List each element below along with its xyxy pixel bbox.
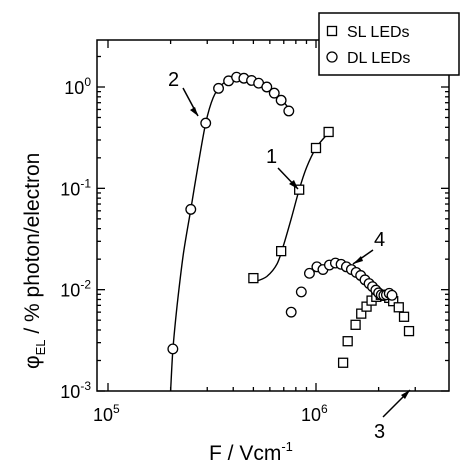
x-tick-label: 106: [301, 402, 328, 425]
y-axis-label-subscript: EL: [33, 339, 48, 355]
fit-curve-1: [254, 134, 328, 283]
data-point-square: [276, 245, 287, 257]
curve-label-3: 3: [374, 389, 411, 443]
data-point-square: [337, 357, 349, 368]
legend-square-icon: [326, 25, 338, 37]
data-point-square: [294, 184, 305, 195]
curve-label-4: 4: [352, 229, 385, 265]
curve-number-3: 3: [374, 421, 385, 443]
plot-frame: [96, 39, 450, 392]
data-point-circle: [283, 105, 295, 117]
data-point-circle: [386, 289, 398, 301]
curve-label-2: 2: [168, 69, 199, 117]
y-axis-label: φEL / % photon/electron: [21, 153, 48, 369]
arrow-head-icon: [190, 107, 198, 116]
data-point-circle: [268, 87, 280, 99]
y-tick-base: 10: [60, 281, 80, 301]
data-point-circle: [295, 286, 307, 298]
legend-label-dl: DL LEDs: [347, 50, 410, 67]
data-point-square: [310, 142, 322, 154]
curve-number-2: 2: [168, 69, 179, 91]
legend-circle-icon: [326, 51, 338, 63]
data-point-square: [356, 308, 367, 319]
y-tick-base: 10: [60, 179, 80, 199]
y-tick-label: 10-2: [60, 278, 91, 301]
arrow-head-icon: [353, 256, 363, 264]
data-point-circle: [303, 267, 315, 279]
curve-number-4: 4: [374, 229, 385, 251]
data-point-square: [393, 302, 404, 313]
data-point-square: [350, 319, 361, 330]
curve-number-1: 1: [266, 146, 277, 168]
arrow-head-icon: [401, 390, 410, 399]
x-tick-base: 10: [93, 405, 113, 425]
y-tick-exponent: -3: [80, 379, 91, 393]
y-tick-label: 100: [64, 75, 91, 98]
data-markers: [167, 71, 415, 368]
data-point-square: [323, 126, 334, 138]
data-point-square: [248, 272, 259, 284]
y-tick-base: 10: [64, 78, 84, 98]
x-axis-label-exponent: -1: [281, 439, 293, 454]
curve-label-1: 1: [266, 146, 299, 190]
y-tick-exponent: 0: [84, 75, 91, 89]
data-point-circle: [185, 203, 197, 215]
y-axis-label-text: / % photon/electron: [21, 153, 44, 340]
legend-box: [318, 12, 460, 76]
x-axis-label-text: F / Vcm: [209, 442, 281, 465]
fit-curve-2: [169, 76, 292, 392]
x-axis-label: F / Vcm-1: [209, 439, 293, 465]
legend-label-sl: SL LEDs: [347, 24, 410, 41]
data-point-circle: [261, 81, 273, 93]
data-point-square: [342, 336, 353, 347]
data-point-circle: [275, 94, 287, 106]
y-tick-exponent: -1: [80, 176, 91, 190]
arrow-head-icon: [289, 180, 298, 189]
legend: SL LEDs DL LEDs: [318, 12, 460, 76]
y-tick-exponent: -2: [80, 278, 91, 292]
data-point-circle: [200, 117, 212, 129]
data-point-square: [398, 311, 410, 322]
y-tick-label: 10-1: [60, 176, 91, 199]
data-point-circle: [213, 82, 224, 94]
x-tick-exponent: 5: [113, 402, 120, 416]
data-point-circle: [285, 306, 297, 318]
x-tick-label: 105: [93, 402, 120, 425]
y-tick-base: 10: [60, 382, 80, 402]
y-tick-label: 10-3: [60, 379, 91, 402]
y-axis-label-symbol: φ: [21, 355, 44, 369]
x-tick-base: 10: [301, 405, 321, 425]
x-tick-exponent: 6: [321, 402, 328, 416]
fit-curves: [169, 76, 328, 392]
data-point-square: [403, 325, 415, 337]
data-point-circle: [167, 343, 179, 355]
